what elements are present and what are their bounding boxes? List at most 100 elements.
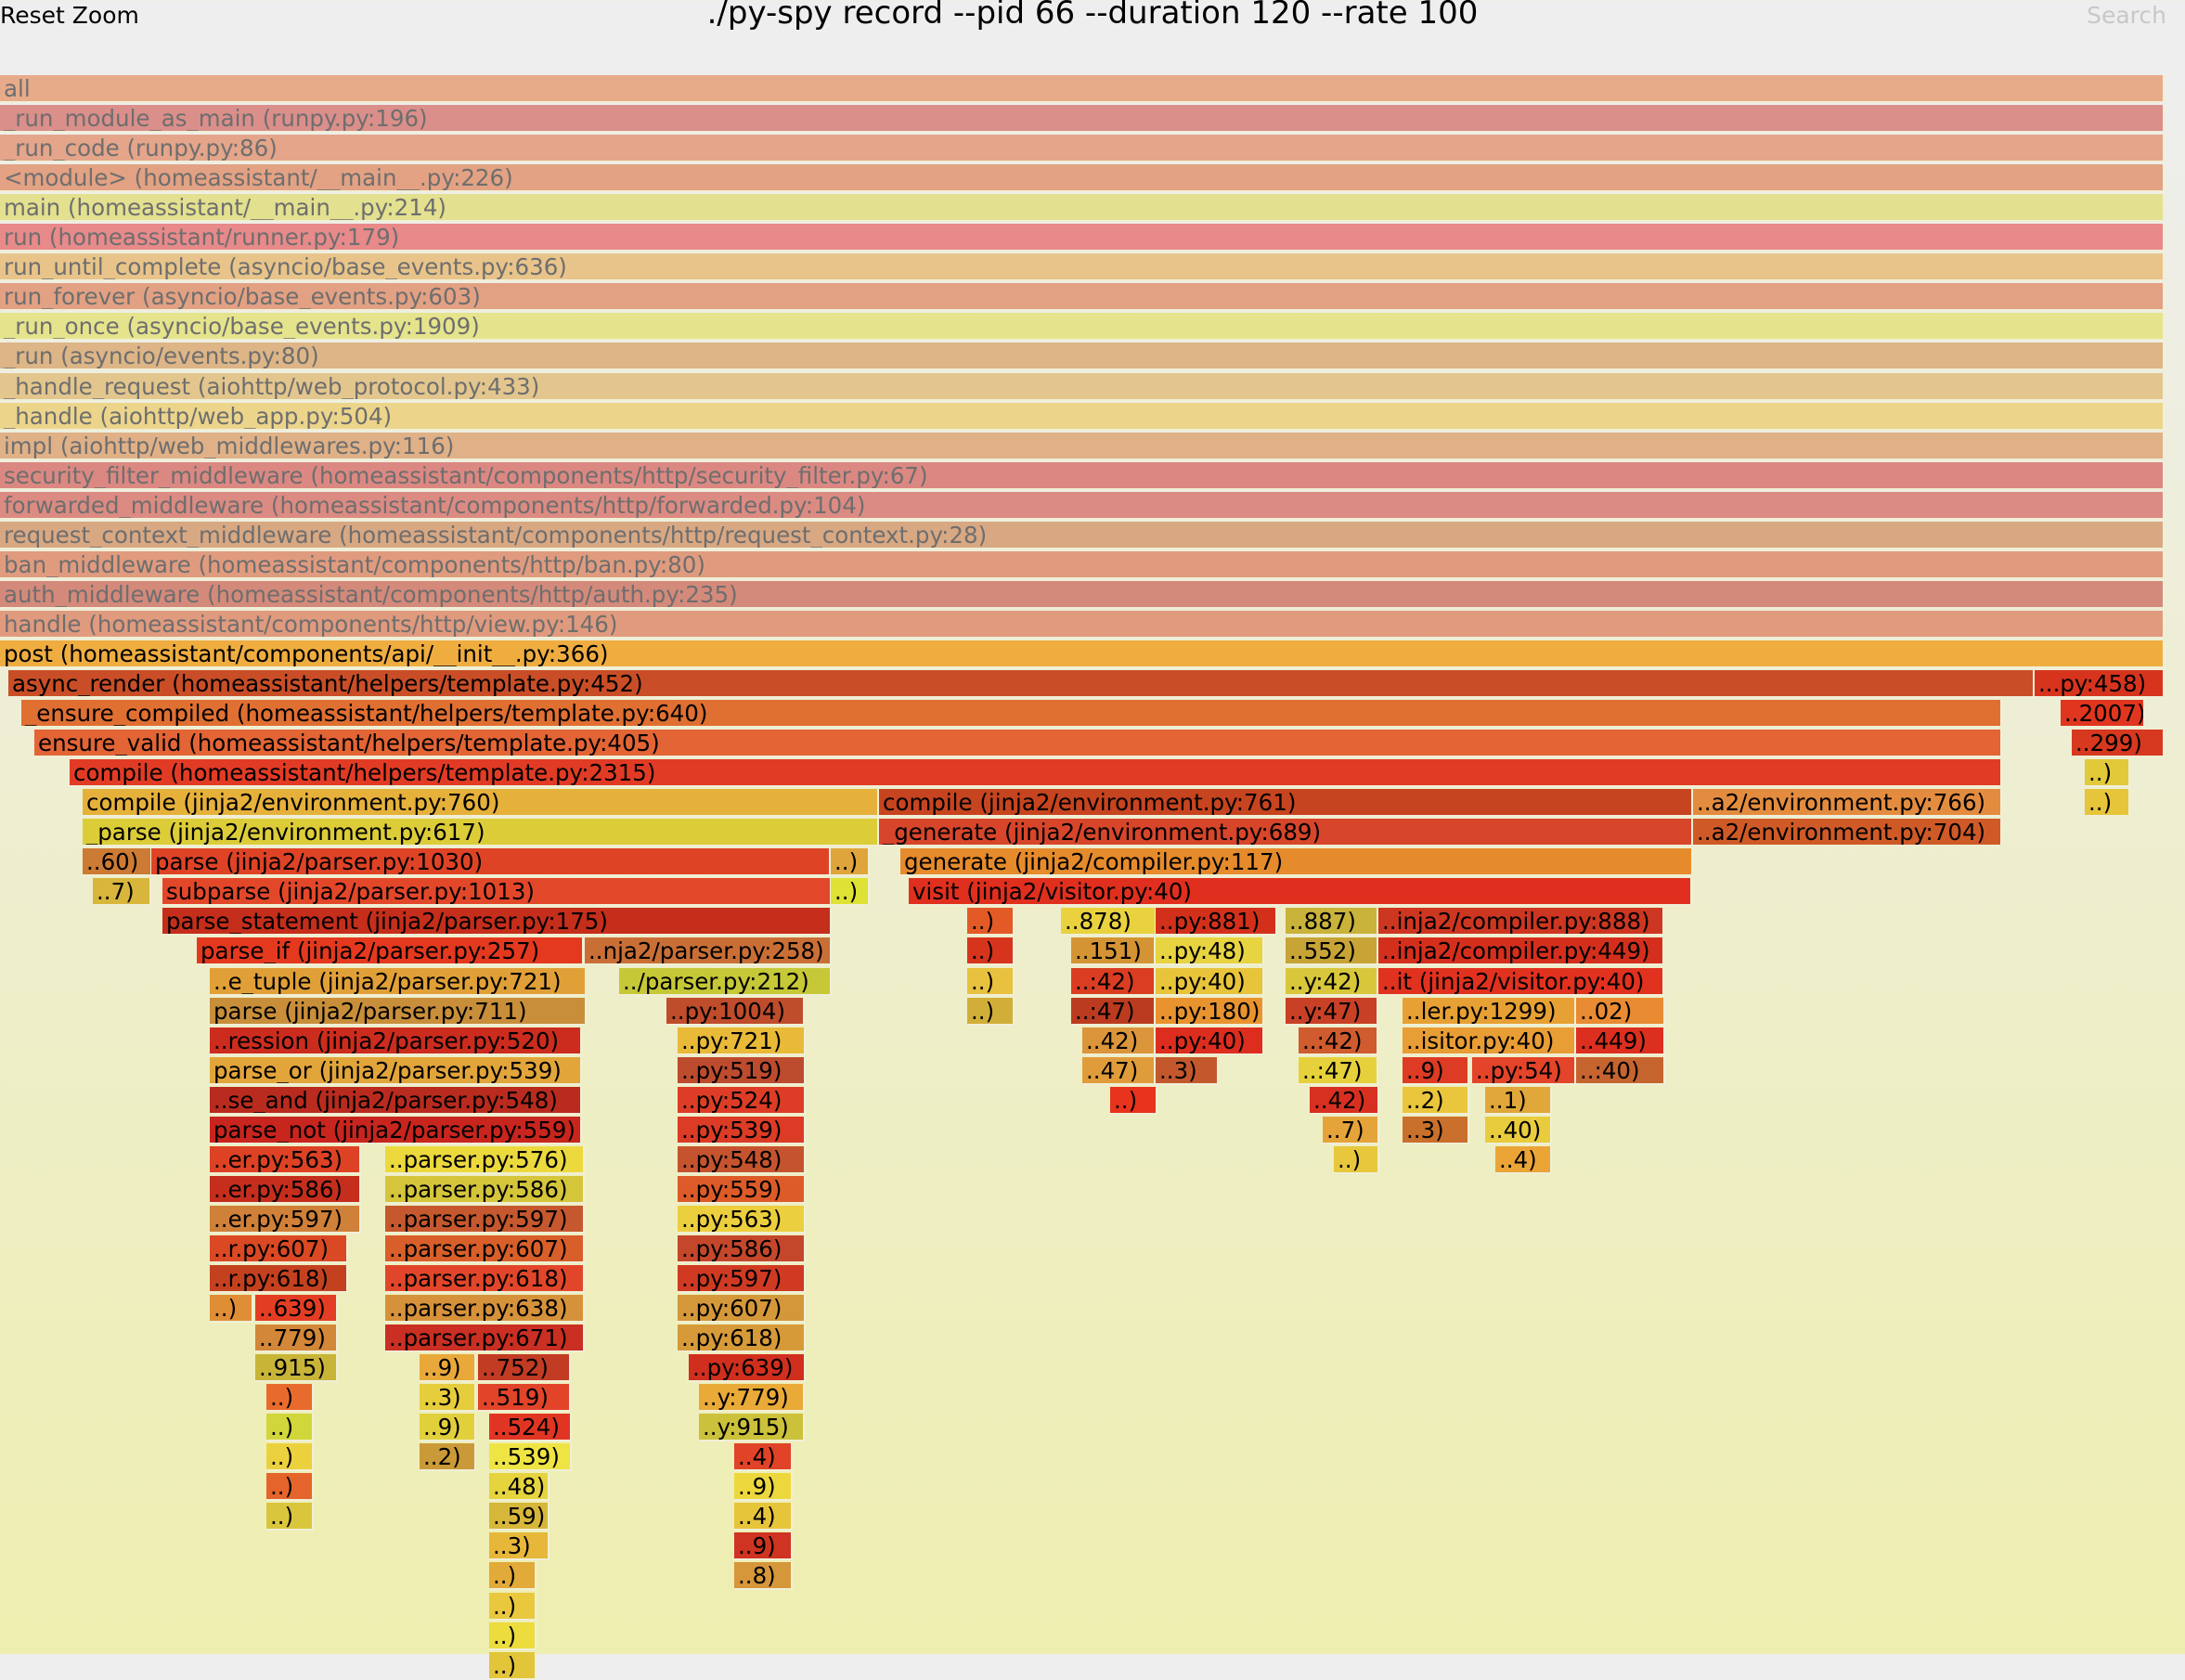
- flame-frame[interactable]: ..:40): [1576, 1057, 1665, 1085]
- flame-frame[interactable]: ..py:539): [678, 1117, 806, 1144]
- flame-frame[interactable]: ..299): [2072, 730, 2165, 757]
- flame-frame[interactable]: ..ler.py:1299): [1403, 998, 1576, 1026]
- flame-frame[interactable]: ..y:915): [699, 1414, 805, 1441]
- flame-frame[interactable]: ...py:458): [2035, 670, 2165, 698]
- flame-frame[interactable]: ..y:42): [1286, 968, 1378, 996]
- flame-frame[interactable]: parse_or (jinja2/parser.py:539): [210, 1057, 582, 1085]
- flame-frame[interactable]: ..py:721): [678, 1027, 806, 1055]
- flame-frame[interactable]: ..552): [1286, 937, 1378, 965]
- flame-frame[interactable]: all: [0, 75, 2165, 103]
- flame-frame[interactable]: ..9): [420, 1414, 476, 1441]
- flame-frame[interactable]: ..4): [1495, 1146, 1552, 1174]
- flame-frame[interactable]: ..): [831, 878, 870, 906]
- flame-frame[interactable]: ..59): [489, 1503, 549, 1531]
- flame-frame[interactable]: ..er.py:563): [210, 1146, 361, 1174]
- flame-frame[interactable]: ..): [967, 998, 1015, 1026]
- flame-frame[interactable]: run_forever (asyncio/base_events.py:603): [0, 283, 2165, 311]
- flame-frame[interactable]: ..parser.py:671): [385, 1325, 585, 1352]
- flame-frame[interactable]: ..py:563): [678, 1206, 806, 1234]
- flame-frame[interactable]: ..519): [478, 1384, 571, 1412]
- flame-frame[interactable]: ..py:180): [1156, 998, 1264, 1026]
- flame-frame[interactable]: ..9): [734, 1532, 793, 1560]
- flame-frame[interactable]: ..449): [1576, 1027, 1665, 1055]
- flame-frame[interactable]: ..524): [489, 1414, 572, 1441]
- flame-frame[interactable]: ..40): [1485, 1117, 1552, 1144]
- flame-frame[interactable]: ban_middleware (homeassistant/components…: [0, 551, 2165, 579]
- flame-frame[interactable]: ..878): [1061, 908, 1157, 936]
- flame-frame[interactable]: ..): [266, 1384, 314, 1412]
- flame-frame[interactable]: ..9): [1403, 1057, 1469, 1085]
- flame-frame[interactable]: run_until_complete (asyncio/base_events.…: [0, 253, 2165, 281]
- flame-frame[interactable]: ..60): [83, 848, 152, 876]
- flame-frame[interactable]: _parse (jinja2/environment.py:617): [83, 819, 879, 846]
- flame-frame[interactable]: _run_module_as_main (runpy.py:196): [0, 105, 2165, 133]
- flame-frame[interactable]: ..:42): [1299, 1027, 1378, 1055]
- flame-frame[interactable]: _handle_request (aiohttp/web_protocol.py…: [0, 373, 2165, 401]
- flame-frame[interactable]: security_filter_middleware (homeassistan…: [0, 462, 2165, 490]
- flame-frame[interactable]: impl (aiohttp/web_middlewares.py:116): [0, 433, 2165, 460]
- flame-frame[interactable]: ..): [2085, 789, 2130, 817]
- flame-frame[interactable]: async_render (homeassistant/helpers/temp…: [8, 670, 2035, 698]
- flame-frame[interactable]: ..py:1004): [666, 998, 805, 1026]
- flame-frame[interactable]: ..9): [420, 1354, 476, 1382]
- flame-frame[interactable]: _run (asyncio/events.py:80): [0, 342, 2165, 370]
- flame-frame[interactable]: ..639): [255, 1295, 338, 1323]
- flame-frame[interactable]: visit (jinja2/visitor.py:40): [909, 878, 1692, 906]
- flame-frame[interactable]: ..2): [1403, 1087, 1469, 1115]
- flame-frame[interactable]: compile (homeassistant/helpers/template.…: [70, 759, 2002, 787]
- flame-frame[interactable]: parse_statement (jinja2/parser.py:175): [162, 908, 832, 936]
- flame-frame[interactable]: ..py:524): [678, 1087, 806, 1115]
- flame-frame[interactable]: ..parser.py:618): [385, 1265, 585, 1293]
- flame-frame[interactable]: auth_middleware (homeassistant/component…: [0, 581, 2165, 609]
- flame-frame[interactable]: ..er.py:586): [210, 1176, 361, 1204]
- flame-frame[interactable]: ..a2/environment.py:766): [1693, 789, 2002, 817]
- flame-frame[interactable]: parse_not (jinja2/parser.py:559): [210, 1117, 582, 1144]
- flame-frame[interactable]: ..752): [478, 1354, 571, 1382]
- flame-frame[interactable]: ..887): [1286, 908, 1378, 936]
- flame-frame[interactable]: _ensure_compiled (homeassistant/helpers/…: [21, 700, 2002, 728]
- flame-frame[interactable]: <module> (homeassistant/__main__.py:226): [0, 164, 2165, 192]
- flame-frame[interactable]: ..y:779): [699, 1384, 805, 1412]
- flame-frame[interactable]: ..1): [1485, 1087, 1552, 1115]
- flame-frame[interactable]: ..py:586): [678, 1235, 806, 1263]
- flame-frame[interactable]: ..r.py:607): [210, 1235, 348, 1263]
- flame-frame[interactable]: ..): [266, 1503, 314, 1531]
- flame-frame[interactable]: ..parser.py:576): [385, 1146, 585, 1174]
- flame-frame[interactable]: ..): [967, 937, 1015, 965]
- flame-frame[interactable]: ..): [1334, 1146, 1379, 1174]
- flame-frame[interactable]: ..): [489, 1622, 537, 1650]
- flame-frame[interactable]: ..nja2/parser.py:258): [585, 937, 832, 965]
- flame-frame[interactable]: ..): [1110, 1087, 1157, 1115]
- reset-zoom-button[interactable]: Reset Zoom: [0, 2, 139, 29]
- flame-frame[interactable]: generate (jinja2/compiler.py:117): [900, 848, 1693, 876]
- flame-frame[interactable]: ..py:40): [1156, 1027, 1264, 1055]
- flame-frame[interactable]: _run_code (runpy.py:86): [0, 135, 2165, 162]
- flame-frame[interactable]: ..): [210, 1295, 253, 1323]
- flame-frame[interactable]: ..42): [1082, 1027, 1156, 1055]
- flame-frame[interactable]: compile (jinja2/environment.py:761): [879, 789, 1693, 817]
- flame-frame[interactable]: ..48): [489, 1473, 549, 1501]
- flame-frame[interactable]: main (homeassistant/__main__.py:214): [0, 194, 2165, 222]
- flame-frame[interactable]: ..parser.py:638): [385, 1295, 585, 1323]
- flame-frame[interactable]: request_context_middleware (homeassistan…: [0, 522, 2165, 549]
- flame-frame[interactable]: ..py:618): [678, 1325, 806, 1352]
- flame-frame[interactable]: ..7): [1323, 1117, 1379, 1144]
- flame-frame[interactable]: _generate (jinja2/environment.py:689): [879, 819, 1693, 846]
- flame-frame[interactable]: ..y:47): [1286, 998, 1378, 1026]
- flame-frame[interactable]: ..2): [420, 1443, 476, 1471]
- flame-frame[interactable]: compile (jinja2/environment.py:760): [83, 789, 879, 817]
- flame-frame[interactable]: ..py:881): [1156, 908, 1277, 936]
- flame-frame[interactable]: parse (jinja2/parser.py:1030): [151, 848, 831, 876]
- flame-frame[interactable]: ..inja2/compiler.py:449): [1378, 937, 1664, 965]
- flame-frame[interactable]: ..): [489, 1593, 537, 1621]
- flame-frame[interactable]: post (homeassistant/components/api/__ini…: [0, 640, 2165, 668]
- flame-frame[interactable]: parse_if (jinja2/parser.py:257): [197, 937, 584, 965]
- flame-frame[interactable]: ..py:48): [1156, 937, 1264, 965]
- flame-frame[interactable]: ..py:54): [1472, 1057, 1576, 1085]
- flame-frame[interactable]: ..py:548): [678, 1146, 806, 1174]
- flame-frame[interactable]: ..539): [489, 1443, 572, 1471]
- flame-frame[interactable]: ..): [831, 848, 870, 876]
- flame-frame[interactable]: ..3): [1156, 1057, 1219, 1085]
- flame-frame[interactable]: ..py:597): [678, 1265, 806, 1293]
- flame-frame[interactable]: ..e_tuple (jinja2/parser.py:721): [210, 968, 587, 996]
